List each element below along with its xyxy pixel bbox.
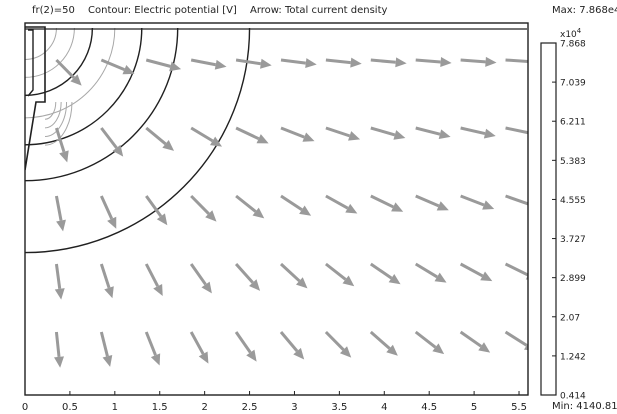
colorbar-tick-label: 7.039 [560,79,586,89]
colorbar-tick-label: 2.07 [560,313,580,323]
colorbar-exponent: x104 [560,27,582,40]
colorbar-tick-label: 0.414 [560,392,586,402]
colorbar-tick-label: 6.211 [560,118,586,128]
colorbar-tick-label: 1.242 [560,352,586,362]
colorbar-exponent-power: 4 [577,27,582,35]
colorbar-frame [541,43,556,395]
colorbar-tick-label: 5.383 [560,157,586,167]
colorbar-tick-label: 7.868 [560,40,586,50]
colorbar-tick-label: 2.899 [560,274,586,284]
colorbar-tick-label: 4.555 [560,196,586,206]
colorbar-ticks: 7.868 7.039 6.211 5.383 4.555 3.727 2.899 2.07 1… [552,40,586,402]
colorbar-tick-label: 3.727 [560,235,586,245]
colorbar-exponent-base: x10 [560,30,577,40]
